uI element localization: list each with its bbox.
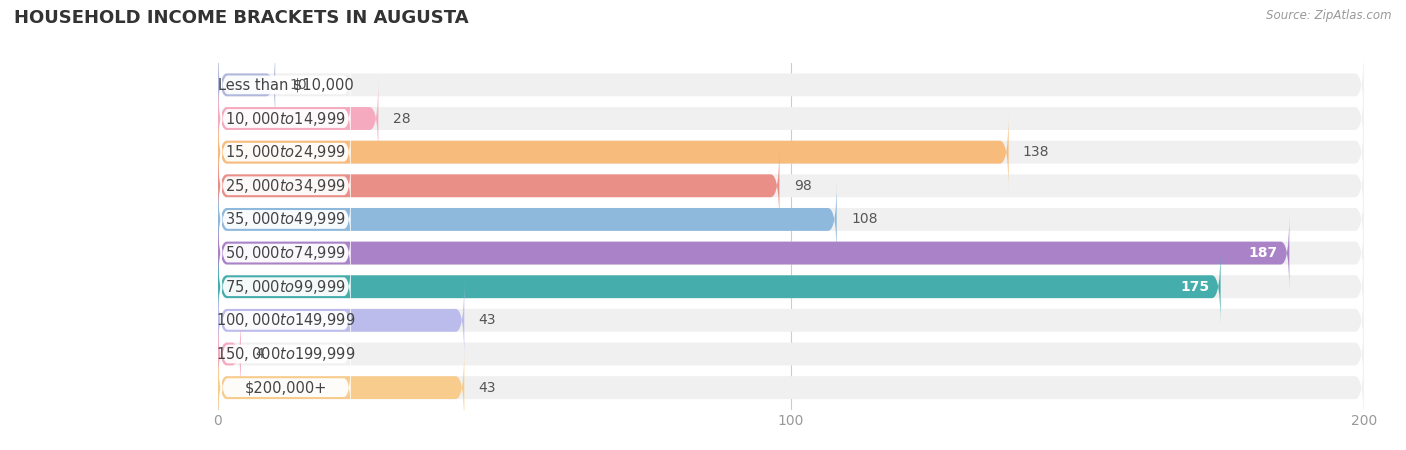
FancyBboxPatch shape xyxy=(218,113,1008,191)
Text: 43: 43 xyxy=(478,313,496,327)
FancyBboxPatch shape xyxy=(218,80,378,158)
FancyBboxPatch shape xyxy=(221,323,350,385)
FancyBboxPatch shape xyxy=(218,80,1364,158)
FancyBboxPatch shape xyxy=(218,147,1364,225)
FancyBboxPatch shape xyxy=(218,147,779,225)
Text: $25,000 to $34,999: $25,000 to $34,999 xyxy=(225,177,346,195)
FancyBboxPatch shape xyxy=(218,281,464,360)
Text: $100,000 to $149,999: $100,000 to $149,999 xyxy=(217,311,356,329)
FancyBboxPatch shape xyxy=(221,189,350,250)
Text: 4: 4 xyxy=(254,347,264,361)
Text: $200,000+: $200,000+ xyxy=(245,380,328,395)
FancyBboxPatch shape xyxy=(221,54,350,116)
FancyBboxPatch shape xyxy=(218,315,240,393)
FancyBboxPatch shape xyxy=(221,222,350,284)
Text: $50,000 to $74,999: $50,000 to $74,999 xyxy=(225,244,346,262)
FancyBboxPatch shape xyxy=(221,87,350,149)
FancyBboxPatch shape xyxy=(218,349,1364,427)
FancyBboxPatch shape xyxy=(218,349,464,427)
Text: 98: 98 xyxy=(794,179,811,193)
FancyBboxPatch shape xyxy=(221,155,350,217)
FancyBboxPatch shape xyxy=(218,46,1364,124)
Text: HOUSEHOLD INCOME BRACKETS IN AUGUSTA: HOUSEHOLD INCOME BRACKETS IN AUGUSTA xyxy=(14,9,468,27)
Text: Less than $10,000: Less than $10,000 xyxy=(218,77,354,92)
Text: $10,000 to $14,999: $10,000 to $14,999 xyxy=(225,109,346,127)
FancyBboxPatch shape xyxy=(218,46,276,124)
Text: 108: 108 xyxy=(851,212,877,226)
Text: 175: 175 xyxy=(1180,280,1209,294)
Text: 10: 10 xyxy=(290,78,307,92)
Text: Source: ZipAtlas.com: Source: ZipAtlas.com xyxy=(1267,9,1392,22)
FancyBboxPatch shape xyxy=(218,315,1364,393)
Text: 187: 187 xyxy=(1249,246,1278,260)
FancyBboxPatch shape xyxy=(218,180,837,258)
FancyBboxPatch shape xyxy=(221,256,350,318)
Text: $35,000 to $49,999: $35,000 to $49,999 xyxy=(225,211,346,229)
Text: 28: 28 xyxy=(392,112,411,126)
FancyBboxPatch shape xyxy=(218,248,1364,326)
FancyBboxPatch shape xyxy=(221,121,350,183)
FancyBboxPatch shape xyxy=(218,248,1220,326)
FancyBboxPatch shape xyxy=(218,214,1289,292)
Text: $15,000 to $24,999: $15,000 to $24,999 xyxy=(225,143,346,161)
Text: $75,000 to $99,999: $75,000 to $99,999 xyxy=(225,278,346,296)
Text: 138: 138 xyxy=(1024,145,1049,159)
FancyBboxPatch shape xyxy=(221,289,350,351)
Text: 43: 43 xyxy=(478,381,496,395)
FancyBboxPatch shape xyxy=(218,281,1364,360)
FancyBboxPatch shape xyxy=(218,180,1364,258)
FancyBboxPatch shape xyxy=(221,357,350,418)
FancyBboxPatch shape xyxy=(218,113,1364,191)
Text: $150,000 to $199,999: $150,000 to $199,999 xyxy=(217,345,356,363)
FancyBboxPatch shape xyxy=(218,214,1364,292)
